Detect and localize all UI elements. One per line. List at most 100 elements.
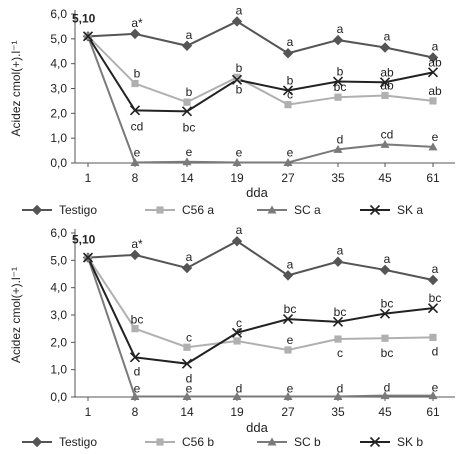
data-point [429, 333, 437, 342]
legend-marker [267, 437, 277, 446]
y-tick-label: 3,0 [50, 308, 67, 322]
legend-label: C56 b [182, 435, 214, 449]
data-point [333, 391, 343, 400]
data-point [284, 346, 292, 354]
y-tick-label: 5,0 [50, 253, 67, 267]
data-point [181, 40, 193, 51]
data-point [334, 335, 342, 343]
significance-label: ab [428, 84, 442, 98]
legend-marker [156, 206, 164, 214]
significance-label: a [186, 250, 193, 264]
data-point [183, 98, 191, 106]
y-tick-label: 4,0 [50, 281, 67, 295]
significance-label: a [236, 3, 243, 17]
x-tick-label: 45 [378, 405, 392, 419]
significance-label: bc [429, 291, 442, 305]
x-axis-label: dda [246, 185, 268, 200]
data-point [380, 391, 390, 400]
y-tick-label: 5,0 [50, 32, 67, 46]
significance-label: d [186, 372, 193, 386]
x-tick-label: 8 [132, 405, 139, 419]
y-tick-label: 0,0 [50, 156, 67, 170]
y-tick-label: 2,0 [50, 106, 67, 120]
x-axis-label: dda [246, 420, 268, 435]
significance-label: a [287, 257, 294, 271]
significance-label: e [186, 381, 193, 395]
x-tick-label: 1 [85, 171, 92, 185]
x-tick-label: 61 [426, 405, 440, 419]
data-point [231, 235, 243, 247]
data-point [131, 79, 139, 88]
x-tick-label: 61 [426, 171, 440, 185]
data-point [333, 144, 343, 153]
data-point [282, 48, 294, 59]
series-line [87, 240, 434, 281]
significance-label: bc [131, 313, 144, 327]
significance-label: a* [131, 237, 143, 251]
data-point [82, 252, 94, 263]
significance-label: e [186, 145, 193, 159]
significance-label: d [236, 381, 243, 395]
data-point [379, 42, 391, 53]
data-point [428, 142, 438, 151]
x-tick-label: 8 [132, 171, 139, 185]
significance-label: ab [380, 65, 394, 79]
series-line [87, 257, 433, 398]
data-point [283, 391, 293, 400]
y-axis-label: Acidez cmol(+).l⁻¹ [9, 267, 23, 363]
data-point [82, 31, 94, 42]
data-point [379, 308, 391, 319]
data-point [181, 358, 193, 369]
data-point [334, 93, 342, 101]
legend-marker [31, 436, 43, 448]
data-point [332, 76, 344, 87]
significance-label: a [287, 35, 294, 49]
significance-label: cd [381, 127, 394, 141]
data-point [427, 52, 439, 63]
significance-label: a [384, 252, 391, 266]
data-point [131, 325, 139, 333]
significance-label: bc [284, 302, 297, 316]
legend-label: SK a [397, 203, 423, 217]
legend-marker [156, 438, 164, 446]
data-point [181, 262, 193, 274]
significance-label: b [236, 61, 243, 75]
significance-label: bc [183, 120, 196, 134]
significance-label: bc [334, 80, 347, 94]
data-point [332, 34, 344, 46]
significance-label: d [337, 381, 344, 395]
legend-label: SK b [397, 435, 423, 449]
series-line [87, 35, 434, 113]
significance-label: bc [334, 305, 347, 319]
legend-marker [267, 205, 277, 214]
legend-label: Testigo [59, 435, 97, 449]
data-point [233, 73, 241, 81]
significance-label: b [186, 85, 193, 99]
data-point [427, 274, 439, 286]
significance-label: e [236, 146, 243, 160]
x-tick-label: 14 [180, 171, 194, 185]
significance-label: a* [131, 16, 143, 30]
data-point [182, 391, 192, 400]
data-point [282, 314, 294, 325]
chart-bottom: 0,01,02,03,04,05,06,01 8 14 19 27 35 45 61ddaAc… [9, 227, 455, 449]
data-point [332, 316, 344, 327]
data-point [181, 106, 193, 117]
data-point [380, 139, 390, 148]
data-point [129, 249, 141, 261]
significance-label: c [337, 346, 343, 360]
data-point [233, 337, 241, 345]
legend-label: SC b [294, 435, 321, 449]
data-point [130, 391, 140, 400]
y-tick-label: 1,0 [50, 363, 67, 377]
data-point [284, 101, 292, 109]
significance-label: c [186, 330, 192, 344]
significance-label: b [236, 82, 243, 96]
data-point [381, 91, 389, 100]
y-axis-label: Acidez cmol(+).l⁻¹ [9, 40, 23, 136]
legend-label: C56 a [182, 203, 214, 217]
legend-label: SC a [294, 203, 321, 217]
x-tick-label: 1 [85, 405, 92, 419]
significance-label: a [186, 28, 193, 42]
